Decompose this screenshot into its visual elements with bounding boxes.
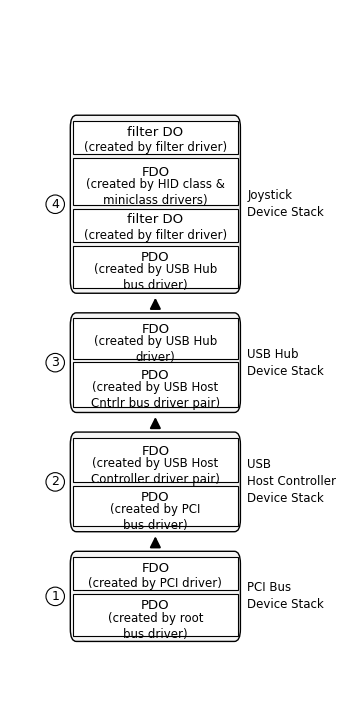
Text: FDO: FDO: [141, 166, 170, 179]
Text: FDO: FDO: [141, 561, 170, 574]
Text: Joystick
Device Stack: Joystick Device Stack: [247, 189, 324, 220]
Text: 3: 3: [51, 356, 59, 369]
Text: PDO: PDO: [141, 369, 170, 382]
Text: filter DO: filter DO: [127, 214, 183, 226]
Text: USB Hub
Device Stack: USB Hub Device Stack: [247, 348, 324, 377]
Text: 4: 4: [51, 198, 59, 211]
Text: PDO: PDO: [141, 599, 170, 612]
FancyBboxPatch shape: [70, 115, 240, 293]
Text: (created by root
bus driver): (created by root bus driver): [108, 611, 203, 640]
Bar: [73, 318, 238, 358]
Text: PCI Bus
Device Stack: PCI Bus Device Stack: [247, 582, 324, 611]
Text: 2: 2: [51, 475, 59, 489]
Text: PDO: PDO: [141, 252, 170, 264]
Bar: [73, 158, 238, 205]
Text: FDO: FDO: [141, 323, 170, 336]
Text: 1: 1: [51, 590, 59, 603]
Text: (created by PCI driver): (created by PCI driver): [88, 577, 222, 590]
Bar: [73, 362, 238, 407]
Bar: [73, 557, 238, 590]
Bar: [73, 486, 238, 526]
Text: (created by USB Hub
bus driver): (created by USB Hub bus driver): [94, 263, 217, 292]
Bar: [73, 438, 238, 483]
Text: filter DO: filter DO: [127, 126, 183, 139]
FancyBboxPatch shape: [70, 313, 240, 412]
Text: (created by HID class &
miniclass drivers): (created by HID class & miniclass driver…: [86, 178, 225, 207]
Text: PDO: PDO: [141, 491, 170, 504]
Bar: [73, 209, 238, 242]
FancyBboxPatch shape: [70, 432, 240, 531]
Bar: [73, 121, 238, 154]
Text: (created by USB Hub
driver): (created by USB Hub driver): [94, 335, 217, 364]
Bar: [73, 246, 238, 288]
Bar: [73, 594, 238, 636]
Text: (created by filter driver): (created by filter driver): [84, 140, 227, 153]
Text: (created by USB Host
Cntrlr bus driver pair): (created by USB Host Cntrlr bus driver p…: [91, 381, 220, 410]
FancyBboxPatch shape: [70, 551, 240, 641]
Text: (created by filter driver): (created by filter driver): [84, 228, 227, 241]
Text: FDO: FDO: [141, 445, 170, 457]
Text: (created by PCI
bus driver): (created by PCI bus driver): [110, 502, 201, 531]
Text: (created by USB Host
Controller driver pair): (created by USB Host Controller driver p…: [91, 457, 220, 486]
Text: USB
Host Controller
Device Stack: USB Host Controller Device Stack: [247, 459, 336, 505]
